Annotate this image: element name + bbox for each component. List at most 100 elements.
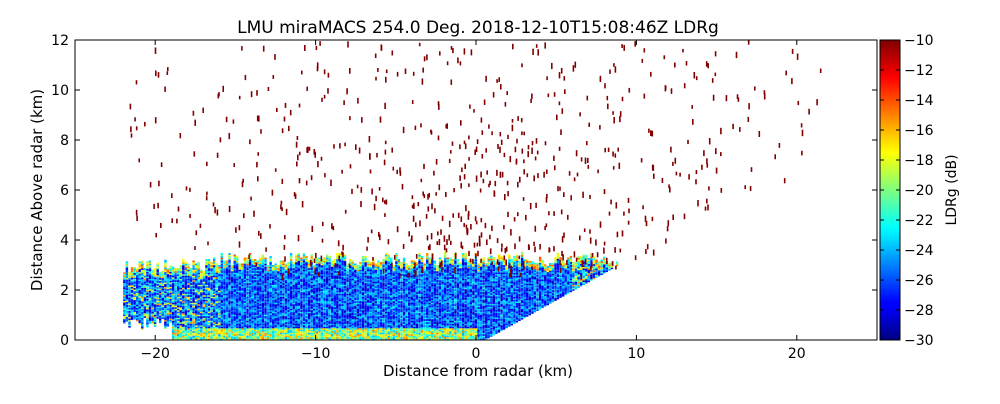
- ldr-cell: [310, 332, 313, 335]
- ldr-cell: [287, 331, 290, 333]
- ldr-cell: [228, 334, 231, 336]
- ldr-cell: [343, 275, 347, 278]
- ldr-cell: [359, 274, 362, 276]
- ldr-cell: [184, 280, 188, 282]
- ldr-cell: [233, 302, 236, 305]
- ldr-cell: [331, 319, 334, 321]
- ldr-cell: [369, 299, 372, 302]
- ldr-cell: [277, 295, 280, 297]
- ldr-cell: [192, 293, 195, 296]
- ldr-cell: [195, 337, 198, 339]
- ldr-cell: [233, 260, 236, 263]
- ldr-cell: [361, 314, 365, 317]
- ldr-cell: [233, 274, 236, 276]
- ldr-cell: [248, 335, 252, 338]
- ldr-cell: [272, 277, 275, 279]
- ldr-cell: [243, 335, 247, 338]
- ldr-cell: [325, 274, 329, 276]
- ldr-cell: [305, 293, 308, 296]
- ldr-cell: [192, 302, 195, 305]
- ldr-cell: [197, 278, 200, 281]
- ldr-cell: [182, 277, 185, 279]
- ldr-cell: [141, 296, 144, 299]
- ldr-cell: [148, 281, 152, 284]
- ldr-cell: [305, 269, 308, 272]
- ldr-cell: [302, 299, 306, 302]
- ldr-cell: [261, 301, 265, 303]
- ldr-cell: [205, 326, 208, 329]
- ldr-cell: [343, 311, 347, 314]
- ldr-cell: [141, 293, 144, 296]
- ldr-cell: [248, 317, 252, 320]
- ldr-cell: [187, 334, 190, 336]
- ldr-cell: [210, 322, 213, 324]
- ldr-cell: [179, 275, 182, 278]
- ldr-cell: [351, 322, 354, 324]
- ldr-cell: [284, 331, 288, 333]
- ldr-cell: [374, 295, 377, 297]
- ldr-cell: [328, 313, 331, 315]
- ldr-cell: [243, 281, 247, 284]
- ldr-cell: [171, 313, 175, 315]
- ldr-cell: [318, 295, 321, 297]
- ldr-cell: [166, 323, 170, 326]
- ldr-cell: [256, 292, 259, 294]
- ldr-cell: [243, 319, 247, 321]
- ldr-cell: [225, 265, 229, 267]
- ldr-cell: [184, 307, 188, 309]
- ldr-cell: [323, 286, 326, 288]
- ldr-cell: [287, 311, 290, 314]
- ldr-cell: [372, 320, 375, 323]
- ldr-cell: [338, 335, 342, 338]
- ldr-cell: [146, 276, 149, 278]
- ldr-cell: [192, 287, 195, 290]
- ldr-cell: [333, 307, 336, 309]
- ldr-cell: [236, 319, 239, 321]
- ldr-cell: [323, 292, 326, 294]
- ldr-cell: [146, 270, 149, 272]
- ldr-cell: [300, 260, 303, 263]
- ldr-cell: [297, 298, 300, 300]
- ldr-cell: [187, 298, 190, 300]
- ldr-cell: [197, 274, 200, 276]
- ldr-cell: [284, 337, 288, 339]
- ldr-cell: [233, 329, 236, 332]
- ldr-cell: [331, 325, 334, 327]
- ldr-cell: [289, 313, 293, 315]
- ldr-cell: [146, 288, 149, 290]
- ldr-cell: [200, 319, 203, 321]
- ldr-cell: [138, 268, 141, 271]
- ldr-cell: [207, 323, 211, 326]
- ldr-cell: [171, 278, 175, 281]
- ldr-cell: [351, 319, 354, 321]
- ldr-cell: [313, 308, 316, 311]
- ldr-cell: [261, 293, 265, 296]
- ldr-cell: [153, 307, 157, 309]
- ldr-cell: [184, 268, 188, 270]
- ldr-cell: [259, 310, 262, 312]
- ldr-cell: [159, 303, 162, 306]
- ldr-cell: [313, 292, 316, 294]
- ldr-cell: [133, 281, 136, 284]
- ldr-cell: [277, 283, 280, 285]
- ldr-cell: [328, 301, 331, 303]
- ldr-cell: [331, 314, 334, 317]
- ldr-cell: [292, 313, 295, 315]
- ldr-cell: [269, 289, 272, 291]
- ldr-cell: [164, 327, 167, 330]
- ldr-cell: [354, 277, 357, 279]
- ldr-cell: [346, 307, 349, 309]
- ldr-cell: [138, 303, 141, 306]
- ldr-cell: [238, 338, 241, 340]
- ldr-cell: [248, 319, 252, 321]
- ldr-cell: [230, 325, 234, 327]
- ldr-cell: [259, 287, 262, 290]
- ldr-cell: [192, 329, 195, 332]
- ldr-cell: [171, 287, 175, 290]
- ldr-cell: [205, 284, 208, 287]
- ldr-cell: [361, 295, 365, 297]
- ldr-cell: [236, 296, 239, 299]
- ldr-cell: [331, 320, 334, 323]
- ldr-cell: [372, 328, 375, 330]
- ldr-cell: [331, 292, 334, 294]
